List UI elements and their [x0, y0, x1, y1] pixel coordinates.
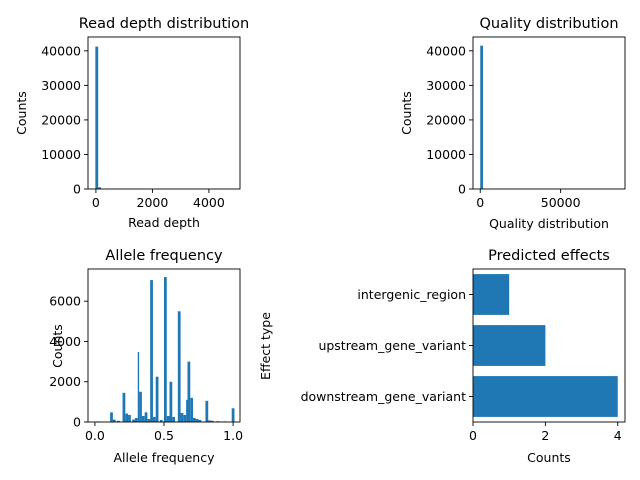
histogram-bar: [141, 415, 145, 422]
histogram-bar: [180, 412, 184, 422]
y-tick-label: 20000: [41, 112, 81, 127]
allele-frequency-ticks: 0.0 0.5 1.0 0 2000 4000 6000: [49, 294, 243, 443]
effect-bar: [473, 274, 510, 315]
histogram-bar: [134, 417, 138, 422]
predicted-effects-ylabel: Effect type: [258, 312, 273, 380]
x-tick-label: 4: [614, 428, 622, 443]
x-tick-label: 2000: [137, 195, 169, 210]
histogram-bar: [193, 417, 196, 422]
quality-xlabel: Quality distribution: [489, 216, 609, 231]
x-tick-label: 0.0: [85, 428, 105, 443]
y-tick-label: 40000: [426, 43, 466, 58]
histogram-bar: [155, 376, 159, 422]
histogram-bar: [95, 46, 99, 189]
x-tick-label: 0: [92, 195, 100, 210]
histogram-bar: [110, 412, 113, 422]
histogram-bar: [152, 416, 156, 422]
quality-ylabel: Counts: [399, 91, 414, 135]
histogram-bar: [208, 420, 211, 422]
effect-bar: [473, 325, 546, 366]
y-tick-label: 2000: [49, 374, 81, 389]
y-tick-label: 0: [458, 182, 466, 197]
quality-axes-frame: [472, 36, 626, 190]
y-tick-label: 30000: [426, 78, 466, 93]
histogram-bar: [187, 361, 191, 422]
histogram-bar: [210, 420, 214, 422]
histogram-bar: [159, 419, 163, 422]
histogram-bar: [195, 418, 199, 422]
histogram-bar: [177, 311, 181, 422]
histogram-bar: [137, 351, 140, 422]
y-tick-label: 0: [73, 182, 81, 197]
y-tick-label: 6000: [49, 294, 81, 309]
allele-frequency-xlabel: Allele frequency: [113, 450, 215, 465]
panel-predicted-effects: Predicted effects intergenic_regionupstr…: [258, 248, 626, 465]
y-tick-label: 40000: [41, 43, 81, 58]
read-depth-xlabel: Read depth: [128, 215, 200, 230]
histogram-bar: [190, 397, 194, 422]
histogram-bar: [139, 391, 142, 422]
histogram-bar: [144, 412, 148, 422]
y-tick-label: 4000: [49, 334, 81, 349]
x-tick-label: 50000: [541, 195, 581, 210]
category-label: upstream_gene_variant: [318, 338, 466, 353]
predicted-effects-title: Predicted effects: [488, 248, 610, 264]
histogram-bar: [98, 187, 101, 189]
y-tick-label: 30000: [41, 78, 81, 93]
allele-frequency-bars: [96, 277, 235, 422]
quality-ticks: 0 50000 0 10000 20000 30000 40000: [426, 43, 580, 210]
histogram-bar: [147, 418, 151, 422]
panel-quality: Quality distribution 0 50000 0 10000 20000 30…: [399, 16, 626, 231]
read-depth-ylabel: Counts: [14, 91, 29, 135]
histogram-bar: [164, 277, 167, 422]
histogram-bar: [205, 400, 209, 422]
read-depth-bars: [95, 46, 104, 189]
histogram-bar: [231, 408, 235, 422]
x-tick-label: 0: [469, 428, 477, 443]
read-depth-axes-frame: [87, 36, 241, 190]
histogram-bar: [132, 419, 135, 422]
y-tick-label: 10000: [41, 147, 81, 162]
histogram-bar: [117, 420, 120, 422]
y-tick-label: 20000: [426, 112, 466, 127]
histogram-bar: [480, 45, 483, 189]
quality-title: Quality distribution: [479, 16, 618, 32]
histogram-bar: [128, 414, 131, 422]
y-tick-label: 0: [73, 415, 81, 430]
category-label: downstream_gene_variant: [301, 389, 467, 404]
histogram-bar: [183, 414, 187, 422]
x-tick-label: 4000: [193, 195, 225, 210]
predicted-effects-bars: [473, 274, 618, 417]
category-label: intergenic_region: [357, 287, 466, 302]
y-tick-label: 10000: [426, 147, 466, 162]
x-tick-label: 0.5: [154, 428, 174, 443]
histogram-bar: [125, 413, 129, 422]
histogram-bar: [169, 381, 173, 422]
histogram-bar: [122, 392, 126, 422]
effect-bar: [473, 376, 618, 417]
histogram-bar: [150, 280, 153, 422]
predicted-effects-ticks: intergenic_region upstream_gene_variantdo…: [301, 287, 622, 443]
panel-allele-frequency: Allele frequency 0.0 0.5 1.00200040006000 …: [49, 248, 243, 465]
histogram-bar: [172, 416, 176, 422]
panel-read-depth: Read depth distribution 0 2000 40000100002…: [14, 16, 249, 230]
allele-frequency-ylabel: Counts: [50, 324, 65, 368]
histogram-bar: [198, 419, 202, 422]
predicted-effects-xlabel: Counts: [527, 450, 571, 465]
allele-frequency-title: Allele frequency: [105, 248, 223, 264]
read-depth-title: Read depth distribution: [79, 16, 250, 32]
quality-bars: [480, 45, 486, 189]
x-tick-label: 2: [541, 428, 549, 443]
histogram-bar: [186, 399, 188, 422]
histogram-bar: [166, 415, 170, 422]
x-tick-label: 1.0: [223, 428, 243, 443]
histogram-bar: [112, 419, 116, 422]
x-tick-label: 0: [476, 195, 484, 210]
